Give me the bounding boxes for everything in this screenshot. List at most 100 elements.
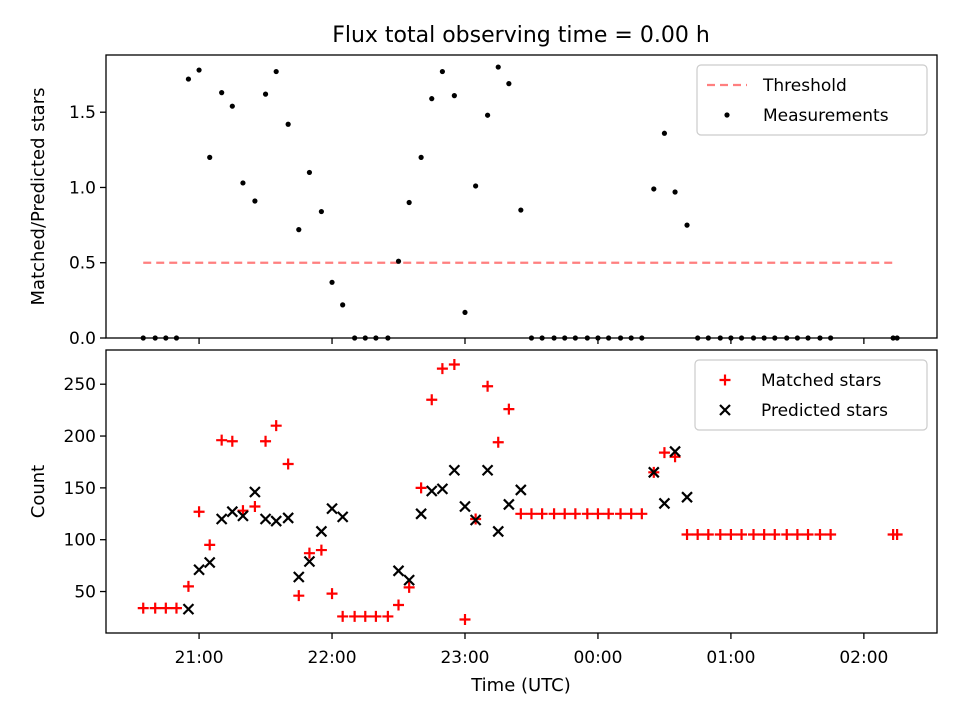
- data-point: [152, 335, 158, 341]
- data-point: [425, 485, 438, 497]
- data-point: [296, 227, 302, 233]
- data-point: [170, 602, 182, 614]
- data-point: [193, 506, 205, 518]
- y-tick-label: 50: [74, 583, 96, 603]
- data-point: [226, 505, 239, 518]
- y-tick-label: 1.5: [69, 103, 96, 123]
- data-point: [385, 335, 391, 341]
- data-point: [784, 335, 790, 341]
- data-point: [581, 508, 593, 520]
- data-point: [791, 529, 803, 541]
- data-point: [226, 435, 238, 447]
- data-point: [207, 154, 213, 160]
- legend-marker: [724, 112, 730, 118]
- data-point: [615, 508, 627, 520]
- data-point: [270, 515, 282, 527]
- data-point: [584, 335, 590, 341]
- data-point: [303, 555, 316, 568]
- data-point: [149, 602, 161, 614]
- count-panel: 50 100 150 200 250 21:00 22:00 23:00 00:00 01:00 0…: [28, 349, 938, 668]
- data-point: [551, 335, 557, 341]
- y-tick-label: 100: [64, 531, 96, 551]
- axes-frame: [105, 54, 938, 339]
- data-point: [772, 335, 778, 341]
- data-point: [336, 511, 349, 523]
- data-point: [349, 610, 361, 622]
- data-point: [182, 603, 195, 615]
- axes-frame: [105, 349, 938, 634]
- data-point: [137, 602, 149, 614]
- data-point: [617, 335, 624, 341]
- legend: Threshold Measurements: [696, 64, 928, 136]
- data-point: [725, 529, 737, 541]
- data-point: [393, 599, 405, 611]
- x-axis-label: Time (UTC): [470, 675, 571, 696]
- legend-marker: [719, 404, 731, 416]
- data-point: [362, 335, 368, 341]
- data-point: [182, 580, 194, 592]
- data-point: [315, 544, 327, 556]
- x-tick-label: 02:00: [839, 648, 888, 668]
- data-point: [605, 335, 612, 341]
- data-point: [340, 302, 346, 308]
- y-tick-label: 150: [64, 479, 96, 499]
- data-point: [216, 434, 228, 446]
- data-point: [352, 335, 358, 341]
- data-point: [436, 483, 449, 495]
- data-point: [681, 491, 693, 503]
- data-point: [628, 335, 634, 341]
- data-point: [669, 445, 681, 458]
- data-point: [439, 68, 445, 75]
- data-point: [894, 335, 900, 341]
- data-point: [303, 547, 315, 559]
- data-point: [572, 335, 578, 341]
- data-point: [681, 529, 693, 541]
- data-point: [252, 198, 258, 204]
- data-point: [648, 466, 660, 479]
- data-point: [451, 93, 457, 99]
- data-point: [282, 458, 294, 470]
- data-point: [536, 508, 548, 520]
- legend-box: [694, 359, 928, 431]
- data-point: [702, 529, 714, 541]
- x-tick-label: 23:00: [440, 648, 489, 668]
- data-point: [370, 610, 382, 622]
- data-point: [769, 529, 781, 541]
- data-point: [548, 508, 560, 520]
- data-point: [462, 309, 468, 316]
- x-tick-label: 01:00: [706, 648, 755, 668]
- data-point: [392, 565, 405, 577]
- data-point: [203, 556, 216, 569]
- data-point: [382, 610, 394, 622]
- data-point: [426, 394, 438, 406]
- data-point: [373, 335, 379, 341]
- data-point: [658, 497, 671, 510]
- data-point: [185, 76, 192, 82]
- data-point: [592, 508, 604, 520]
- data-point: [415, 482, 427, 494]
- y-tick-label: 0.5: [69, 254, 96, 274]
- data-point: [282, 512, 294, 524]
- y-axis-label: Count: [28, 465, 49, 518]
- legend-box: [696, 64, 928, 136]
- data-point: [817, 335, 823, 341]
- data-point: [249, 486, 261, 498]
- data-point: [484, 112, 491, 118]
- legend-label: Measurements: [763, 106, 889, 126]
- data-point: [684, 222, 690, 228]
- data-point: [603, 508, 615, 520]
- legend-label: Threshold: [762, 76, 847, 96]
- data-point: [259, 513, 272, 525]
- data-point: [329, 279, 335, 285]
- ratio-panel: 0.0 0.5 1.0 1.5 Matched/Predicted stars Thres…: [28, 54, 938, 349]
- data-point: [518, 207, 524, 213]
- data-point: [802, 529, 814, 541]
- data-point: [219, 90, 225, 96]
- data-point: [492, 436, 504, 448]
- data-point: [515, 508, 527, 520]
- data-point: [204, 539, 216, 551]
- data-point: [403, 581, 415, 593]
- data-point: [482, 380, 494, 392]
- data-point: [515, 484, 527, 496]
